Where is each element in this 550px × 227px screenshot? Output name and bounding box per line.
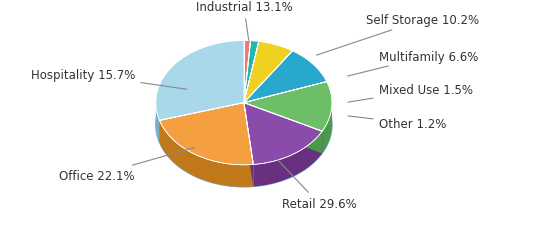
Polygon shape <box>160 103 254 165</box>
Polygon shape <box>156 41 244 121</box>
Polygon shape <box>156 103 159 143</box>
Polygon shape <box>244 82 332 132</box>
Text: Hospitality 15.7%: Hospitality 15.7% <box>31 68 187 90</box>
Text: Other 1.2%: Other 1.2% <box>348 116 446 130</box>
Polygon shape <box>244 52 327 103</box>
Polygon shape <box>244 103 254 187</box>
Ellipse shape <box>156 63 332 187</box>
Polygon shape <box>160 103 244 143</box>
Text: Industrial 13.1%: Industrial 13.1% <box>196 1 292 41</box>
Polygon shape <box>244 103 254 187</box>
Polygon shape <box>254 132 322 187</box>
Text: Office 22.1%: Office 22.1% <box>59 148 195 182</box>
Polygon shape <box>244 103 322 153</box>
Polygon shape <box>244 103 322 153</box>
Text: Multifamily 6.6%: Multifamily 6.6% <box>348 50 478 77</box>
Polygon shape <box>244 103 322 165</box>
Polygon shape <box>160 103 244 143</box>
Polygon shape <box>244 42 293 103</box>
Polygon shape <box>244 42 259 103</box>
Text: Self Storage 10.2%: Self Storage 10.2% <box>316 14 479 56</box>
Polygon shape <box>322 103 332 153</box>
Polygon shape <box>160 121 254 187</box>
Polygon shape <box>244 41 251 103</box>
Text: Retail 29.6%: Retail 29.6% <box>277 159 356 210</box>
Text: Mixed Use 1.5%: Mixed Use 1.5% <box>348 84 472 103</box>
